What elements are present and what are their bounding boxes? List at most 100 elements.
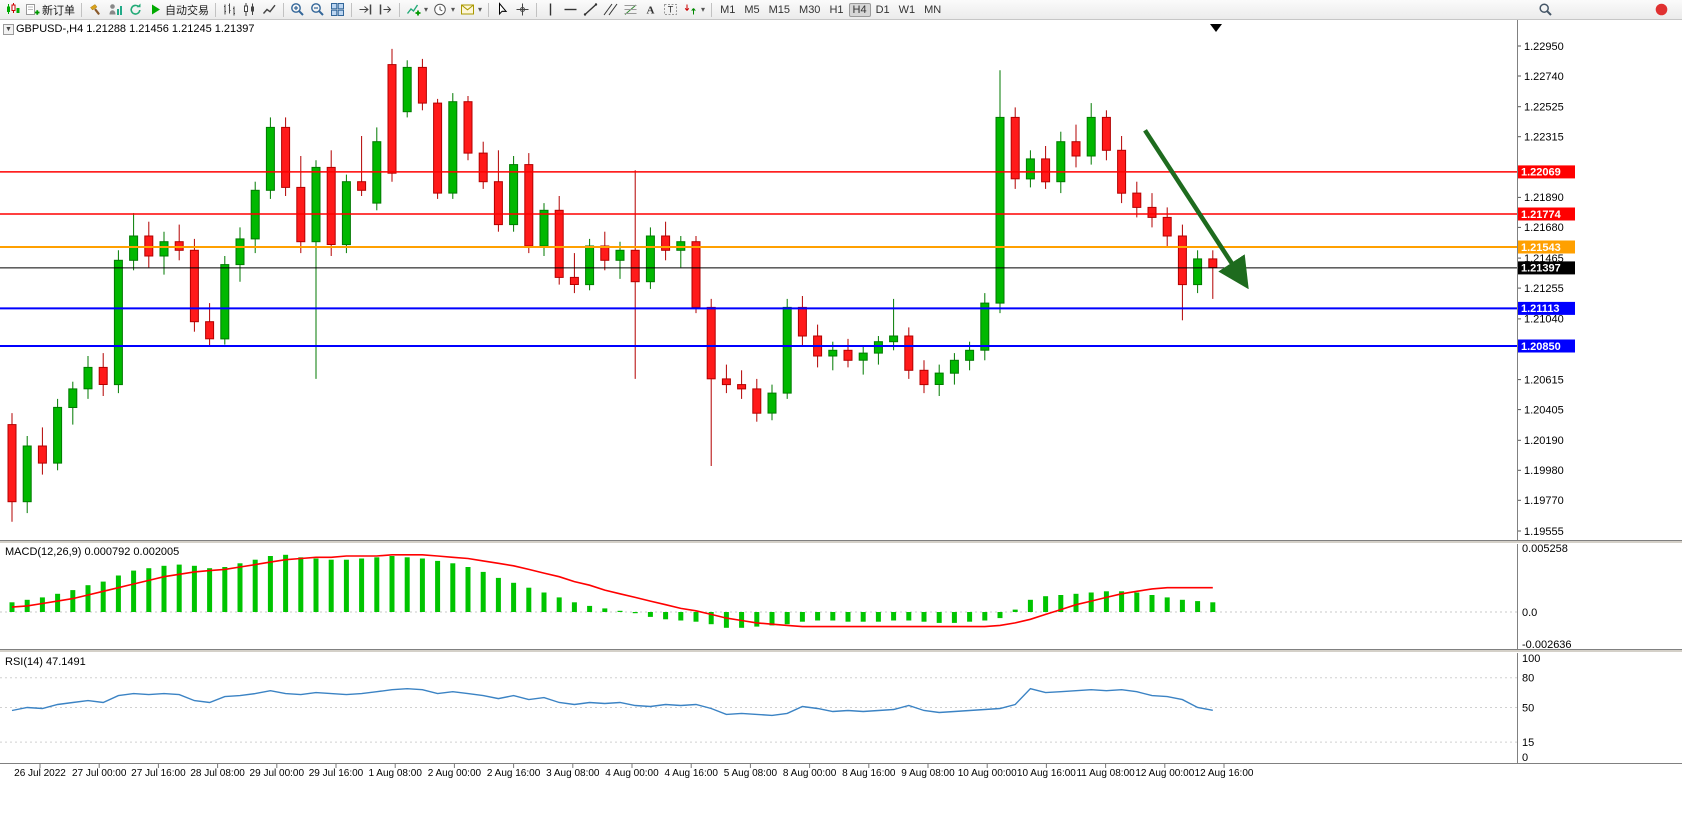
macd-histogram-bar xyxy=(708,612,714,625)
add-indicator-button[interactable]: ▾ xyxy=(404,1,430,19)
zoom-out-button[interactable] xyxy=(308,1,327,19)
rsi-indicator-label: RSI(14) 47.1491 xyxy=(5,656,86,668)
timeframe-W1-button[interactable]: W1 xyxy=(898,3,916,16)
time-axis-label: 29 Jul 00:00 xyxy=(250,768,305,779)
macd-histogram-bar xyxy=(647,612,653,617)
line-chart-icon xyxy=(262,4,276,14)
autotrading-button-label: 自动交易 xyxy=(165,4,209,17)
price-axis-label: 1.19770 xyxy=(1524,495,1564,507)
candle xyxy=(737,384,747,390)
macd-histogram-bar xyxy=(419,558,425,612)
trendline-icon xyxy=(583,3,598,16)
toolbar-separator xyxy=(283,2,284,17)
tools-button[interactable] xyxy=(86,1,105,19)
candlestick-mode-button[interactable] xyxy=(240,1,259,19)
macd-histogram-bar xyxy=(1058,595,1064,612)
crosshair-icon xyxy=(516,3,529,16)
text-label-tool-button[interactable]: T xyxy=(661,1,680,19)
macd-histogram-bar xyxy=(891,612,897,621)
search-button[interactable] xyxy=(1536,1,1555,19)
macd-histogram-bar xyxy=(632,612,638,614)
timeframe-M1-button[interactable]: M1 xyxy=(720,3,736,16)
chart-shift-button[interactable] xyxy=(376,1,395,19)
channel-tool-button[interactable] xyxy=(601,1,620,19)
candle xyxy=(873,341,883,354)
vertical-line-tool-button[interactable] xyxy=(541,1,560,19)
chart-end-marker-icon[interactable] xyxy=(1210,24,1222,32)
timeframe-H1-button[interactable]: H1 xyxy=(829,3,844,16)
timeframe-MN-button[interactable]: MN xyxy=(924,3,942,16)
candle xyxy=(585,245,595,286)
timeframe-M30-button[interactable]: M30 xyxy=(799,3,821,16)
cursor-icon xyxy=(499,2,508,16)
accounts-button[interactable] xyxy=(106,1,125,19)
macd-histogram-bar xyxy=(252,559,258,612)
cursor-tool-button[interactable] xyxy=(493,1,512,19)
crosshair-tool-button[interactable] xyxy=(513,1,532,19)
macd-signal-line xyxy=(11,553,1213,628)
arrows-tool-button[interactable]: ▾ xyxy=(681,1,707,19)
macd-histogram-bar xyxy=(678,612,684,621)
panel-separator-macd[interactable] xyxy=(0,540,1682,544)
macd-axis-label: -0.002636 xyxy=(1522,639,1572,651)
zoom-in-button[interactable] xyxy=(288,1,307,19)
horizontal-line-tool-button[interactable] xyxy=(561,1,580,19)
candle xyxy=(645,235,655,283)
rsi-axis-label: 100 xyxy=(1522,653,1540,665)
autotrading-button[interactable]: 自动交易 xyxy=(146,1,211,19)
bar-chart-mode-button[interactable] xyxy=(220,1,239,19)
macd-histogram-bar xyxy=(283,554,289,612)
macd-histogram-bar xyxy=(830,612,836,621)
candle xyxy=(600,245,610,261)
macd-histogram-bar xyxy=(936,612,942,623)
notification-badge[interactable] xyxy=(1652,1,1671,19)
candle xyxy=(949,359,959,374)
candle xyxy=(721,378,731,386)
candle xyxy=(341,181,351,246)
timeframe-H4-button[interactable]: H4 xyxy=(848,2,871,17)
macd-histogram-bar xyxy=(1027,599,1033,612)
fibonacci-tool-button[interactable] xyxy=(621,1,640,19)
macd-histogram-bar xyxy=(191,565,197,612)
macd-histogram-bar xyxy=(161,565,167,612)
time-axis-label: 4 Aug 16:00 xyxy=(665,768,719,779)
price-tag-1.20850 xyxy=(1518,339,1575,353)
tile-windows-button[interactable] xyxy=(328,1,347,19)
candle xyxy=(904,335,914,371)
macd-histogram-bar xyxy=(571,602,577,612)
candle xyxy=(782,306,792,394)
price-tag-1.21397 xyxy=(1518,261,1575,275)
chart-window-icon xyxy=(7,3,20,14)
auto-scroll-button[interactable] xyxy=(356,1,375,19)
macd-histogram-bar xyxy=(1164,597,1170,612)
one-click-trading-toggle[interactable]: ▼ xyxy=(3,24,14,35)
timeframe-D1-button[interactable]: D1 xyxy=(875,3,890,16)
macd-histogram-bar xyxy=(997,612,1003,619)
chart-window-icon-button[interactable] xyxy=(3,1,22,19)
candle xyxy=(113,259,123,386)
panel-separator-rsi[interactable] xyxy=(0,649,1682,653)
templates-button[interactable]: ▾ xyxy=(458,1,484,19)
candle xyxy=(83,366,93,390)
candle xyxy=(1041,158,1051,183)
text-tool-button[interactable]: A xyxy=(641,1,660,19)
new-order-icon xyxy=(26,4,40,15)
new-order-button[interactable]: 新订单 xyxy=(23,1,77,19)
macd-histogram-bar xyxy=(450,563,456,612)
timeframe-M5-button[interactable]: M5 xyxy=(744,3,760,16)
trend-arrow[interactable] xyxy=(1143,129,1249,290)
candle xyxy=(68,388,78,408)
time-axis-label: 5 Aug 08:00 xyxy=(724,768,778,779)
timeframe-M15-button[interactable]: M15 xyxy=(768,3,791,16)
macd-histogram-bar xyxy=(906,612,912,621)
price-tag-1.21543 xyxy=(1518,240,1575,254)
macd-histogram-bar xyxy=(769,612,775,626)
trendline-tool-button[interactable] xyxy=(581,1,600,19)
macd-histogram-bar xyxy=(207,568,213,612)
refresh-button[interactable] xyxy=(126,1,145,19)
line-chart-mode-button[interactable] xyxy=(260,1,279,19)
periods-button[interactable]: ▾ xyxy=(431,1,457,19)
candle xyxy=(1177,235,1187,286)
candle xyxy=(1208,258,1218,268)
